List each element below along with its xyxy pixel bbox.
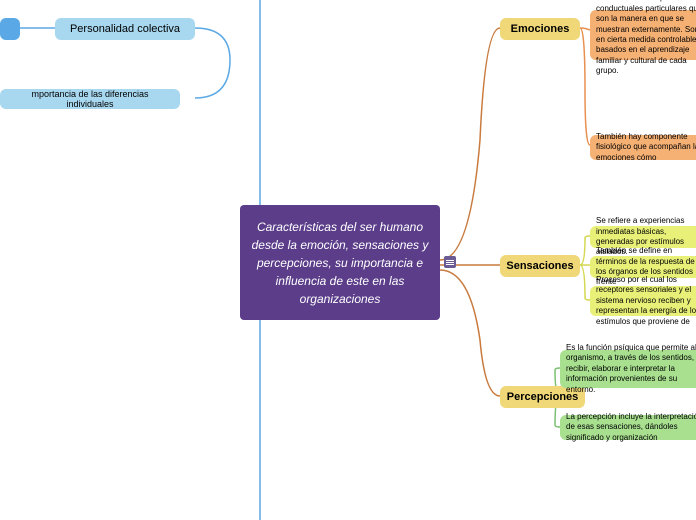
sensaciones-topic[interactable]: Sensaciones (500, 255, 580, 277)
emociones-leaf-2[interactable]: También hay componente fisiológico que a… (590, 135, 696, 160)
emociones-topic[interactable]: Emociones (500, 18, 580, 40)
blue-stub-node (0, 18, 20, 40)
percepciones-leaf-1[interactable]: Es la función psíquica que permite al or… (560, 350, 696, 388)
sensaciones-leaf-3[interactable]: Proceso por el cual los receptores senso… (590, 286, 696, 316)
note-icon[interactable] (444, 256, 456, 268)
importancia-node[interactable]: mportancia de las diferencias individual… (0, 89, 180, 109)
central-topic[interactable]: Características del ser humano desde la … (240, 205, 440, 320)
personalidad-colectiva-node[interactable]: Personalidad colectiva (55, 18, 195, 40)
sensaciones-leaf-1[interactable]: Se refiere a experiencias inmediatas bás… (590, 226, 696, 248)
percepciones-leaf-2[interactable]: La percepción incluye la interpretación … (560, 415, 696, 440)
emociones-leaf-1[interactable]: Poseen unos componentes conductuales par… (590, 10, 696, 60)
